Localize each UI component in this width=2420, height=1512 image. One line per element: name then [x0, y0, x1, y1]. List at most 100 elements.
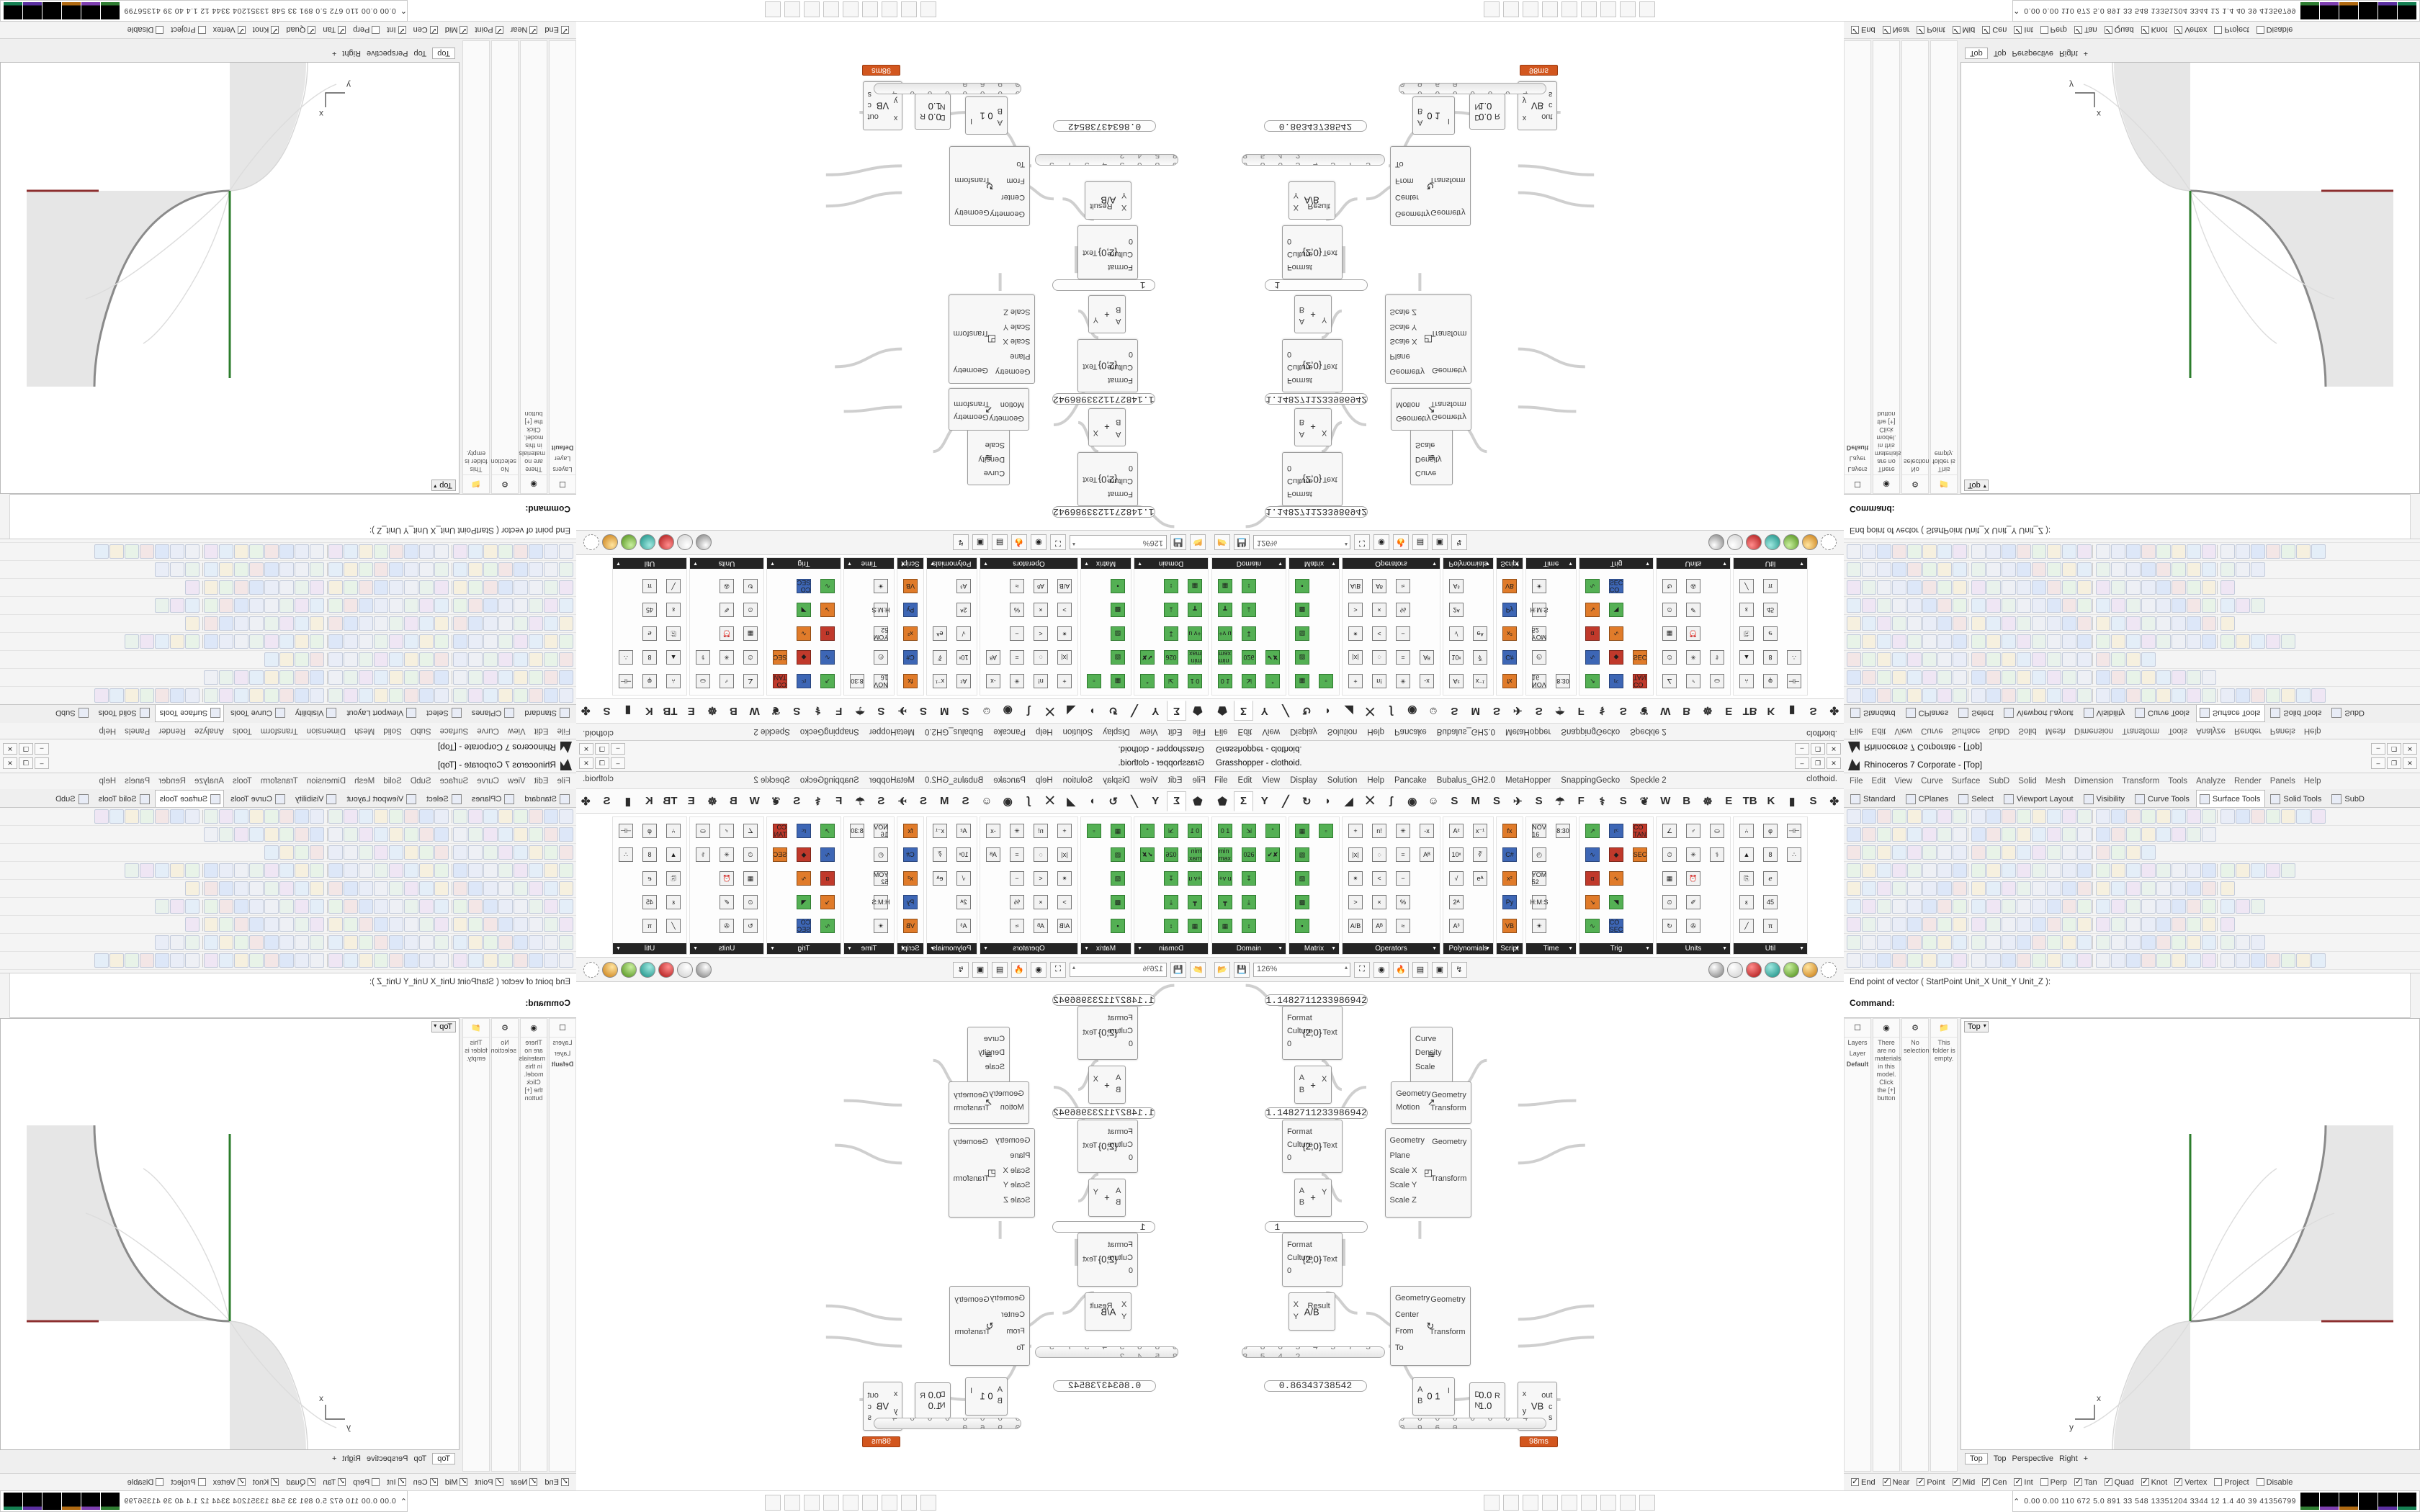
save-file-icon[interactable]: 💾 — [1234, 961, 1250, 978]
osnap-knot[interactable]: Knot — [253, 1478, 279, 1487]
toolbar-button-0-2[interactable] — [529, 809, 543, 824]
toolbar-button-5-20[interactable] — [2126, 598, 2141, 613]
toolbar-button-8-9[interactable] — [1971, 544, 1986, 559]
open-file-icon[interactable]: 📂 — [1214, 961, 1230, 978]
toolbar-button-5-28[interactable] — [170, 899, 184, 914]
toolbar-button-0-20[interactable] — [2126, 809, 2141, 824]
toolbar-button-6-18[interactable] — [310, 917, 324, 932]
rhino-minimize-button[interactable]: – — [35, 743, 49, 755]
component-trig-5[interactable]: rᶜ — [1605, 819, 1628, 842]
toolbar-button-4-10[interactable] — [1986, 616, 2001, 631]
toolbar-button-0-5[interactable] — [483, 688, 498, 703]
toolbar-button-8-29[interactable] — [155, 953, 169, 968]
rhino-tab-viewport-layout[interactable]: Viewport Layout — [2000, 790, 2079, 807]
toolbar-button-0-22[interactable] — [249, 688, 264, 703]
toolbar-button-2-20[interactable] — [279, 652, 294, 667]
toolbar-button-2-1[interactable] — [1862, 845, 1876, 860]
draw-preview-icon[interactable] — [1746, 534, 1762, 551]
component-domain-3[interactable]: ┳ — [1183, 598, 1206, 621]
toolbar-button-3-3[interactable] — [514, 863, 528, 878]
toolbar-button-3-14[interactable] — [2047, 634, 2061, 649]
ribbon-group-label-util[interactable]: Util — [613, 558, 686, 569]
component-domain-7[interactable]: ↧ — [1160, 867, 1183, 890]
component-units-0[interactable]: ∠ — [739, 819, 762, 842]
toolbar-button-7-13[interactable] — [2032, 562, 2046, 577]
osnap-project-checkbox[interactable] — [2214, 1478, 2223, 1486]
viewport-tab-perspective[interactable]: Perspective — [367, 49, 408, 58]
command-prompt-label[interactable]: Command: — [1850, 998, 1895, 1008]
toolbar-button-2-12[interactable] — [2017, 845, 2031, 860]
ribbon-group-label-polynomials[interactable]: Polynomials — [1443, 558, 1493, 569]
range-node[interactable]: 0.0 1.0 D N R — [915, 93, 951, 130]
selection-icon[interactable] — [583, 534, 599, 551]
toolbar-button-4-9[interactable] — [434, 881, 449, 896]
save-file-icon[interactable]: 💾 — [1234, 534, 1250, 551]
component-units-7[interactable]: ⏰ — [1682, 867, 1705, 890]
toolbar-button-4-21[interactable] — [2141, 881, 2156, 896]
zoom-extents-icon[interactable]: ⛶ — [1354, 534, 1370, 551]
toolbar-button-2-3[interactable] — [1892, 652, 1906, 667]
draw-preview-icon[interactable] — [1746, 961, 1762, 978]
toolbar-button-0-23[interactable] — [2172, 688, 2186, 703]
osnap-cen-checkbox[interactable] — [1982, 1477, 1991, 1486]
h-tab[interactable]: ⚕ — [815, 704, 821, 717]
toolbar-button-2-18[interactable] — [310, 652, 324, 667]
toolbar-button-8-3[interactable] — [514, 544, 528, 559]
toolbar-button-8-22[interactable] — [2156, 544, 2171, 559]
rhino-tab-subd[interactable]: SubD — [2328, 790, 2370, 807]
osnap-quad[interactable]: Quad — [286, 26, 316, 35]
osnap-quad-checkbox[interactable] — [2104, 26, 2112, 34]
component-units-8[interactable]: ✐ — [1682, 598, 1705, 621]
toolbar-button-3-15[interactable] — [2062, 634, 2076, 649]
osnap-int-checkbox[interactable] — [398, 26, 406, 34]
toolbar-button-0-20[interactable] — [279, 809, 294, 824]
toolbar-button-2-10[interactable] — [419, 652, 434, 667]
toolbar-button-3-2[interactable] — [529, 634, 543, 649]
toolbar-button-2-11[interactable] — [404, 845, 418, 860]
component-operators-15[interactable]: -x — [982, 670, 1005, 693]
toolbar-button-2-12[interactable] — [389, 845, 403, 860]
toolbar-button-8-32[interactable] — [2296, 544, 2311, 559]
curve-tab[interactable]: ↻ — [1108, 704, 1118, 717]
toolbar-button-5-14[interactable] — [359, 598, 373, 613]
toolbar-button-6-21[interactable] — [264, 917, 279, 932]
toolbar-button-4-0[interactable] — [1847, 881, 1861, 896]
ribbon-group-label-util[interactable]: Util — [1734, 558, 1807, 569]
gh-menu-item-edit[interactable]: Edit — [1168, 775, 1183, 785]
rhino-menu-item-curve[interactable]: Curve — [1921, 777, 1943, 786]
rhino-menu-item-subd[interactable]: SubD — [1989, 777, 2010, 786]
toolbar-button-7-15[interactable] — [344, 935, 358, 950]
toolbar-button-1-1[interactable] — [544, 827, 558, 842]
toolbar-button-3-2[interactable] — [1877, 634, 1891, 649]
component-trig-5[interactable]: rᶜ — [1605, 670, 1628, 693]
toolbar-button-7-16[interactable] — [2077, 935, 2092, 950]
rhino-tab-curve-tools[interactable]: Curve Tools — [225, 705, 289, 722]
component-util-4[interactable]: ╱ — [662, 914, 685, 937]
osnap-perp[interactable]: Perp — [2040, 26, 2067, 35]
toolbar-button-1-15[interactable] — [344, 827, 358, 842]
panel-component-1[interactable]: 1.1482711233986942 — [1265, 1107, 1368, 1119]
toolbar-button-2-13[interactable] — [2032, 652, 2046, 667]
toolbar-button-0-30[interactable] — [2266, 688, 2280, 703]
toolbar-button-5-2[interactable] — [529, 598, 543, 613]
material-icon[interactable]: ◉ — [1873, 474, 1899, 493]
component-util-2[interactable]: ⎘ — [1735, 867, 1758, 890]
component-operators-6[interactable]: ◌ — [1368, 843, 1391, 866]
app-green-icon[interactable] — [901, 1, 917, 17]
toolbar-button-8-28[interactable] — [170, 544, 184, 559]
command-scrollbar[interactable] — [2410, 494, 2420, 539]
osnap-tan[interactable]: Tan — [323, 1478, 346, 1487]
toolbar-button-8-18[interactable] — [310, 953, 324, 968]
s-tab-2[interactable]: S — [919, 795, 927, 807]
toolbar-button-8-14[interactable] — [359, 953, 373, 968]
mesh-tab[interactable]: ◢ — [1345, 795, 1353, 808]
rhino-menu-item-edit[interactable]: Edit — [534, 726, 549, 735]
s-tab-5[interactable]: S — [603, 705, 611, 717]
toolbar-button-3-28[interactable] — [170, 863, 184, 878]
toolbar-button-5-19[interactable] — [295, 598, 309, 613]
toolbar-button-1-21[interactable] — [2141, 827, 2156, 842]
ribbon-group-label-script[interactable]: Script — [1497, 943, 1523, 954]
toolbar-button-8-4[interactable] — [1907, 953, 1922, 968]
component-util-2[interactable]: ⎘ — [662, 622, 685, 645]
component-operators-8[interactable]: × — [1368, 598, 1391, 621]
